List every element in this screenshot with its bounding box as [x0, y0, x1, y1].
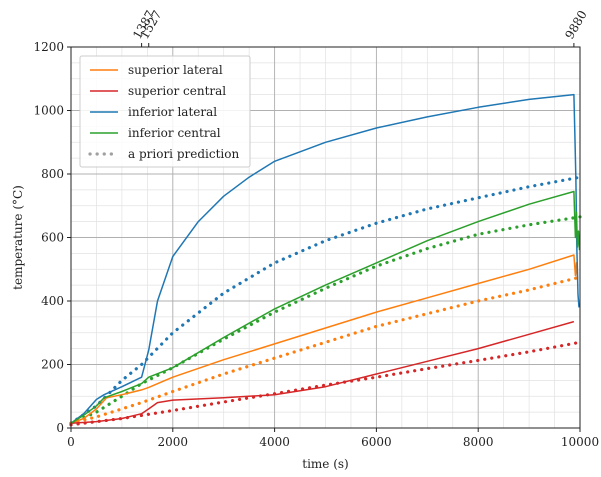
x-tick-label: 4000 — [259, 435, 290, 449]
axis-ticks — [67, 46, 581, 432]
x-tick-label: 0 — [67, 435, 75, 449]
y-tick-label: 0 — [56, 421, 64, 435]
top-tick-label: 9880 — [562, 8, 589, 41]
x-tick-label: 2000 — [158, 435, 189, 449]
y-tick-label: 1000 — [33, 104, 64, 118]
prediction-1f77b4-line — [69, 175, 582, 425]
x-tick-label: 10000 — [561, 435, 599, 449]
x-tick-label: 6000 — [361, 435, 392, 449]
tick-labels: 0 2000 4000 6000 8000 10000 0 200 400 600 800 1000 1… — [33, 40, 599, 449]
legend-box — [79, 55, 251, 168]
legend-entry: inferior central — [128, 126, 221, 140]
prediction-ff7f0e-line — [69, 275, 582, 425]
y-tick-label: 1200 — [33, 40, 64, 54]
legend-entry: a priori prediction — [128, 147, 239, 161]
x-tick-label: 8000 — [463, 435, 494, 449]
superior-central-line — [70, 320, 575, 424]
y-tick-label: 600 — [41, 231, 64, 245]
legend-entry: superior lateral — [128, 63, 223, 77]
y-tick-label: 800 — [41, 167, 64, 181]
y-tick-label: 400 — [41, 294, 64, 308]
legend-entry: inferior lateral — [128, 105, 217, 119]
inferior-lateral-line — [70, 93, 580, 424]
prediction-d62728-line — [69, 340, 582, 427]
legend-entry: superior central — [128, 84, 226, 98]
y-axis-label: temperature (°C) — [11, 185, 25, 290]
y-tick-label: 200 — [41, 358, 64, 372]
legend: superior lateral superior central inferior… — [79, 55, 251, 168]
inferior-central-line — [70, 190, 581, 424]
superior-lateral-line — [70, 254, 579, 424]
series-layer — [69, 93, 582, 427]
prediction-2ca02c-line — [69, 215, 582, 425]
x-axis-label: time (s) — [302, 457, 348, 471]
